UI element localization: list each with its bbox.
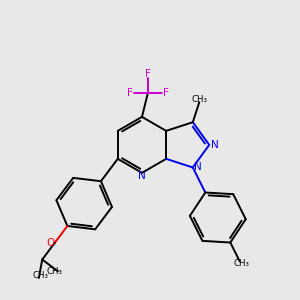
Text: N: N bbox=[194, 163, 202, 172]
Text: CH₃: CH₃ bbox=[32, 271, 48, 280]
Text: F: F bbox=[127, 88, 132, 98]
Text: CH₃: CH₃ bbox=[191, 95, 207, 104]
Text: N: N bbox=[138, 171, 146, 182]
Text: F: F bbox=[145, 69, 151, 79]
Text: CH₃: CH₃ bbox=[47, 267, 63, 276]
Text: F: F bbox=[163, 88, 169, 98]
Text: CH₃: CH₃ bbox=[233, 260, 249, 268]
Text: O: O bbox=[46, 238, 55, 248]
Text: N: N bbox=[211, 140, 218, 150]
